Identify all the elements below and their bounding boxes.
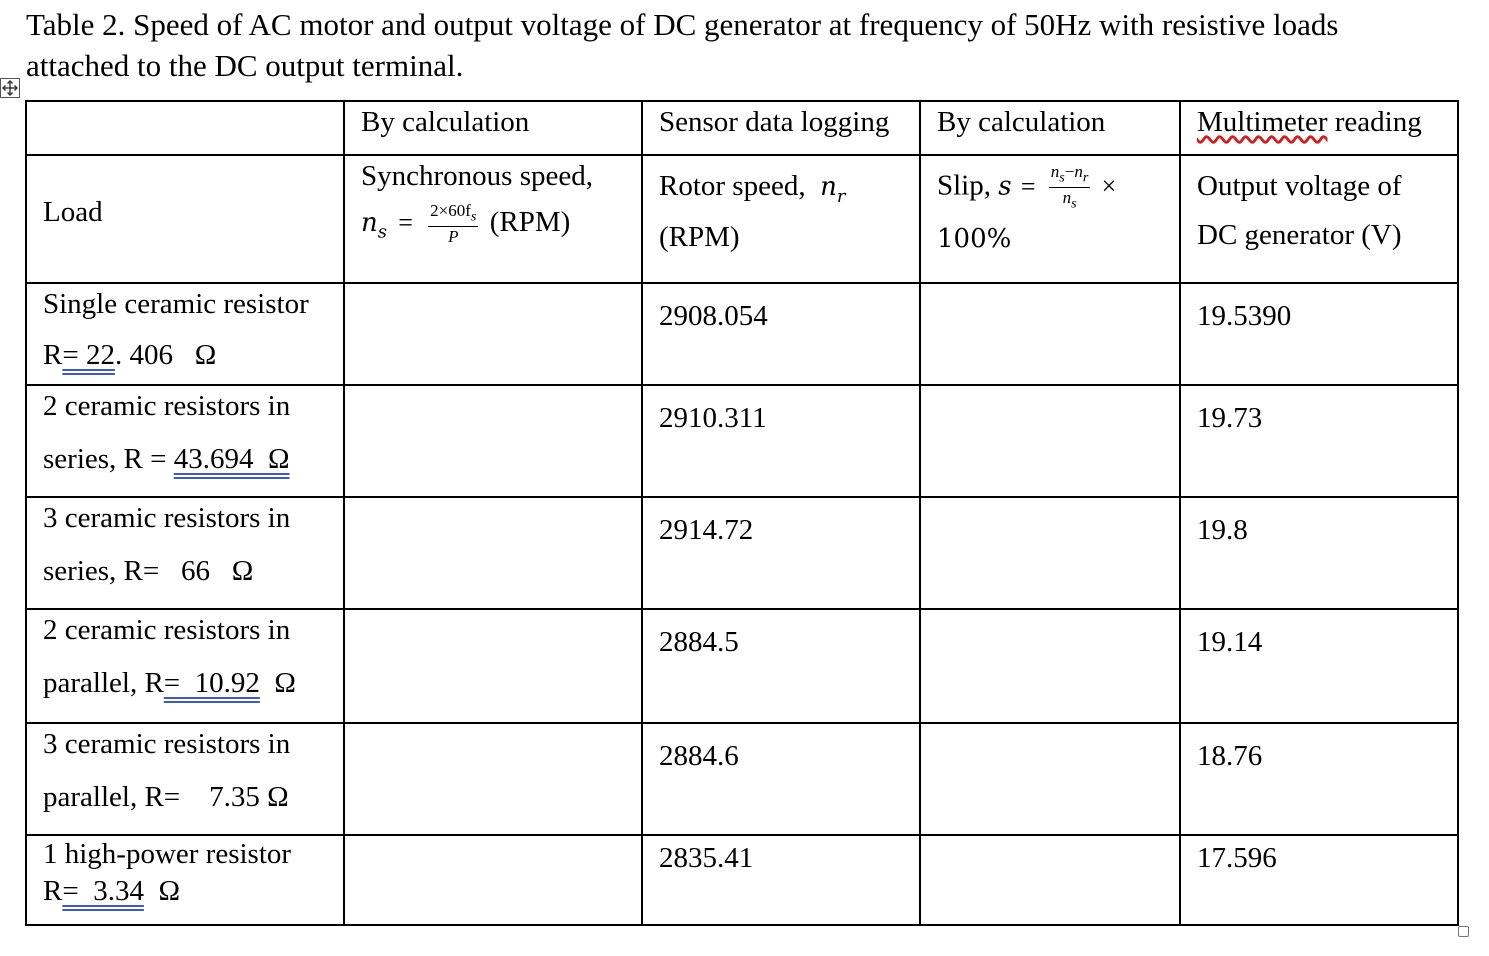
table-row: 3 ceramic resistors in series, R= 66 Ω 2…	[25, 496, 1459, 610]
load-cell: Single ceramic resistor R= 22. 406 Ω	[25, 282, 345, 386]
slip-cell	[919, 608, 1181, 724]
header-empty-cell	[25, 100, 345, 156]
sync-speed-cell	[343, 282, 643, 386]
sync-speed-cell	[343, 608, 643, 724]
rotor-speed-cell: 2884.6	[641, 722, 921, 836]
slip-cell	[919, 384, 1181, 498]
slip-fraction: ns−nr ns	[1048, 162, 1091, 212]
table-row: 2 ceramic resistors in parallel, R= 10.9…	[25, 608, 1459, 724]
slip-cell	[919, 496, 1181, 610]
table-resize-handle-icon[interactable]	[1458, 926, 1469, 937]
header-load-cell: Load	[25, 154, 345, 284]
load-resistance: R= 22. 406 Ω	[43, 339, 217, 371]
load-resistance: series, R = 43.694 Ω	[43, 443, 290, 475]
method-cell-sync: By calculation	[343, 100, 643, 156]
load-description: 3 ceramic resistors in	[43, 728, 291, 760]
method-cell-voltage: Multimeter reading	[1179, 100, 1459, 156]
rotor-speed-cell: 2908.054	[641, 282, 921, 386]
method-header-row: By calculation Sensor data logging By ca…	[25, 100, 1459, 156]
method-cell-rotor: Sensor data logging	[641, 100, 921, 156]
sync-speed-cell	[343, 834, 643, 926]
sync-speed-cell	[343, 496, 643, 610]
voltage-cell: 19.5390	[1179, 282, 1459, 386]
sync-speed-label: Synchronous speed,	[361, 160, 593, 192]
load-column-label: Load	[43, 196, 103, 228]
method-label: By calculation	[361, 106, 530, 138]
load-cell: 1 high-power resistor R= 3.34 Ω	[25, 834, 345, 926]
load-resistance: parallel, R= 7.35 Ω	[43, 781, 289, 813]
method-label: Sensor data logging	[659, 106, 890, 138]
results-table: By calculation Sensor data logging By ca…	[25, 100, 1459, 926]
method-label: reading	[1327, 106, 1422, 138]
slip-cell	[919, 722, 1181, 836]
voltage-cell: 19.8	[1179, 496, 1459, 610]
caption-line-1: Table 2. Speed of AC motor and output vo…	[26, 7, 1339, 42]
rotor-speed-label: Rotor speed, nr	[659, 170, 846, 207]
rotor-speed-cell: 2914.72	[641, 496, 921, 610]
rotor-speed-cell: 2835.41	[641, 834, 921, 926]
voltage-cell: 19.14	[1179, 608, 1459, 724]
load-description: 1 high-power resistor	[43, 838, 292, 870]
rotor-speed-cell: 2910.311	[641, 384, 921, 498]
rotor-speed-cell: 2884.5	[641, 608, 921, 724]
load-cell: 2 ceramic resistors in series, R = 43.69…	[25, 384, 345, 498]
slip-percent: 100%	[937, 223, 1012, 254]
table-move-handle-icon[interactable]	[0, 78, 20, 98]
voltage-label-line-1: Output voltage of	[1197, 170, 1402, 202]
load-resistance: parallel, R= 10.92 Ω	[43, 667, 296, 699]
table-row: 3 ceramic resistors in parallel, R= 7.35…	[25, 722, 1459, 836]
sync-speed-cell	[343, 722, 643, 836]
table-row: 2 ceramic resistors in series, R = 43.69…	[25, 384, 1459, 498]
header-rotor-speed-cell: Rotor speed, nr (RPM)	[641, 154, 921, 284]
method-label: By calculation	[937, 106, 1106, 138]
load-description: 2 ceramic resistors in	[43, 390, 291, 422]
load-cell: 2 ceramic resistors in parallel, R= 10.9…	[25, 608, 345, 724]
load-cell: 3 ceramic resistors in series, R= 66 Ω	[25, 496, 345, 610]
caption-line-2: attached to the DC output terminal.	[26, 48, 464, 83]
quantity-header-row: Load Synchronous speed, ns = 2×60fs P (R…	[25, 154, 1459, 284]
load-description: 2 ceramic resistors in	[43, 614, 291, 646]
method-cell-slip: By calculation	[919, 100, 1181, 156]
sync-speed-formula: ns = 2×60fs P (RPM)	[361, 201, 571, 247]
slip-cell	[919, 282, 1181, 386]
table-row: 1 high-power resistor R= 3.34 Ω 2835.41 …	[25, 834, 1459, 926]
method-label-spellcheck-word: Multimeter	[1197, 106, 1328, 138]
load-resistance: series, R= 66 Ω	[43, 555, 254, 587]
header-voltage-cell: Output voltage of DC generator (V)	[1179, 154, 1459, 284]
slip-cell	[919, 834, 1181, 926]
load-description: Single ceramic resistor	[43, 288, 309, 320]
load-cell: 3 ceramic resistors in parallel, R= 7.35…	[25, 722, 345, 836]
rotor-speed-unit: (RPM)	[659, 220, 740, 253]
formula-fraction: 2×60fs P	[428, 201, 479, 247]
slip-formula: Slip, s = ns−nr ns ×	[937, 162, 1117, 212]
sync-speed-cell	[343, 384, 643, 498]
header-slip-cell: Slip, s = ns−nr ns × 100%	[919, 154, 1181, 284]
header-sync-speed-cell: Synchronous speed, ns = 2×60fs P (RPM)	[343, 154, 643, 284]
voltage-label-line-2: DC generator (V)	[1197, 219, 1402, 251]
voltage-cell: 18.76	[1179, 722, 1459, 836]
table-row: Single ceramic resistor R= 22. 406 Ω 290…	[25, 282, 1459, 386]
load-description: 3 ceramic resistors in	[43, 502, 291, 534]
table-caption: Table 2. Speed of AC motor and output vo…	[26, 4, 1476, 86]
load-resistance: R= 3.34 Ω	[43, 875, 181, 907]
voltage-cell: 19.73	[1179, 384, 1459, 498]
voltage-cell: 17.596	[1179, 834, 1459, 926]
